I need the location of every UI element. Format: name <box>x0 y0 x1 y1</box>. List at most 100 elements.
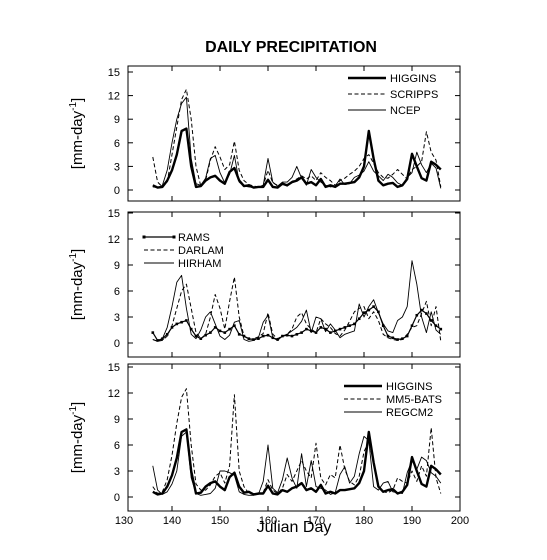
series-point-rams <box>218 329 222 333</box>
y-tick-label: 15 <box>108 208 120 220</box>
y-tick-label: 6 <box>114 286 120 298</box>
legend-label-hirham: HIRHAM <box>178 258 221 270</box>
y-axis-label-sup: -1 <box>68 253 79 262</box>
x-tick-label: 130 <box>115 515 133 527</box>
series-point-rams <box>319 326 323 329</box>
series-point-rams <box>367 308 371 312</box>
series-point-rams <box>324 327 327 331</box>
series-point-rams <box>261 334 265 338</box>
x-tick-label: 180 <box>355 515 373 527</box>
series-point-rams <box>285 333 289 337</box>
series-point-rams <box>213 326 217 329</box>
y-tick-label: 9 <box>114 414 120 426</box>
series-point-rams <box>396 338 399 341</box>
series-point-rams <box>266 333 270 337</box>
series-point-rams <box>185 319 188 322</box>
series-point-rams <box>415 313 419 317</box>
series-point-rams <box>290 334 294 338</box>
series-line-hirham <box>152 260 442 342</box>
series-point-rams <box>247 337 251 340</box>
panel-frame <box>127 65 461 202</box>
series-point-rams <box>194 334 198 338</box>
series-line-scripps <box>152 88 442 188</box>
y-tick-label: 3 <box>114 161 120 173</box>
panel-1: 0 3 6 9 12 15 [mm-day-1] HIGGINS SCRIPPS NCEP <box>68 65 461 202</box>
y-tick-label: 6 <box>114 138 120 150</box>
series-point-rams <box>401 337 404 340</box>
series-point-rams <box>425 312 428 315</box>
legend-label-regcm2: REGCM2 <box>386 407 433 419</box>
y-tick-label: 6 <box>114 440 120 452</box>
series-line-regcm2 <box>152 431 442 496</box>
y-axis-label-base: [mm-day <box>69 414 86 473</box>
legend-label-higgins: HIGGINS <box>390 73 436 85</box>
series-point-rams <box>228 327 231 331</box>
series-point-rams <box>434 324 438 327</box>
x-axis-label: Julian Day <box>257 519 332 536</box>
series-point-rams <box>405 334 409 338</box>
series-point-rams <box>429 319 433 322</box>
series-point-rams <box>410 324 414 327</box>
series-point-rams <box>381 324 385 327</box>
legend-marker <box>172 235 176 239</box>
y-axis-label-close: ] <box>69 98 86 102</box>
chart-panels: 03691215[mm-day-1]HIGGINSSCRIPPSNCEP0369… <box>68 65 469 527</box>
y-tick-label: 9 <box>114 260 120 272</box>
series-point-rams <box>333 329 337 333</box>
series-point-rams <box>357 317 361 321</box>
series-point-rams <box>348 324 351 327</box>
legend-marker <box>142 235 146 239</box>
series-point-rams <box>372 305 375 308</box>
y-tick-label: 0 <box>114 492 120 504</box>
series-point-rams <box>300 331 303 334</box>
series-line-darlam <box>152 276 442 342</box>
y-tick-label: 9 <box>114 114 120 126</box>
series-point-rams <box>386 334 390 338</box>
series-point-rams <box>338 327 342 331</box>
series-point-rams <box>391 336 395 340</box>
series-line-higgins <box>152 127 442 189</box>
series-point-rams <box>151 331 155 334</box>
series-point-rams <box>223 331 227 334</box>
y-axis-label: [mm-day-1] <box>68 249 86 320</box>
series-point-rams <box>257 337 260 340</box>
x-tick-label: 200 <box>451 515 469 527</box>
y-tick-label: 12 <box>108 91 120 103</box>
y-tick-label: 3 <box>114 312 120 324</box>
series-point-rams <box>343 326 347 329</box>
series-point-rams <box>439 327 443 331</box>
legend-label-scripps: SCRIPPS <box>390 89 438 101</box>
series-point-rams <box>180 320 183 324</box>
x-tick-label: 160 <box>259 515 277 527</box>
y-tick-label: 12 <box>108 234 120 246</box>
y-axis-label: [mm-day-1] <box>68 98 86 169</box>
series-point-rams <box>314 331 318 334</box>
series-point-rams <box>170 326 174 329</box>
series-point-rams <box>156 339 159 342</box>
series-point-rams <box>276 338 279 341</box>
x-tick-label: 140 <box>163 515 181 527</box>
y-axis-label-base: [mm-day <box>69 261 86 320</box>
y-axis-label: [mm-day-1] <box>68 402 86 473</box>
x-tick-label: 190 <box>403 515 421 527</box>
series-point-rams <box>295 333 299 336</box>
legend-label-rams: RAMS <box>178 232 210 244</box>
legend-label-mm5-bats: MM5-BATS <box>386 394 442 406</box>
series-line-mm5-bats <box>152 388 442 495</box>
series-point-rams <box>252 338 255 341</box>
legend-label-higgins: HIGGINS <box>386 381 432 393</box>
y-axis-label-base: [mm-day <box>69 110 86 169</box>
series-point-rams <box>233 324 236 327</box>
y-tick-label: 0 <box>114 338 120 350</box>
series-point-rams <box>353 322 356 326</box>
legend-label-ncep: NCEP <box>390 105 421 117</box>
y-axis-label-close: ] <box>69 402 86 406</box>
series-point-rams <box>204 333 207 337</box>
series-point-rams <box>329 331 332 334</box>
series-point-rams <box>189 327 193 331</box>
panel-frame <box>127 363 461 512</box>
series-point-rams <box>237 333 241 336</box>
series-point-rams <box>175 322 179 326</box>
